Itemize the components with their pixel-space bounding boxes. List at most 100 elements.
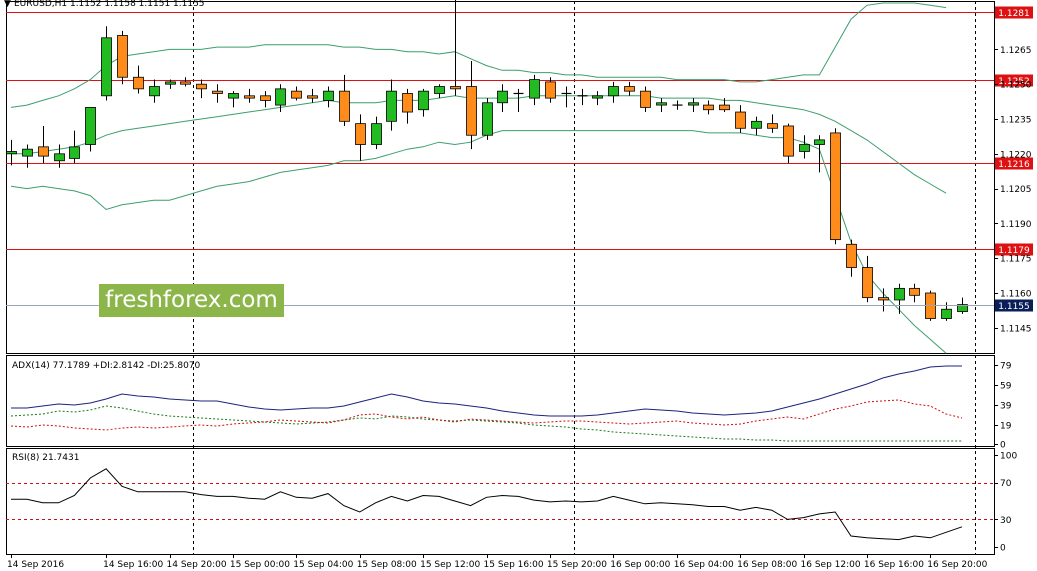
candle-body-bull: [85, 107, 96, 145]
price-tick-label: 1.1145: [1000, 324, 1032, 334]
adx-tick-label: 79: [1000, 362, 1012, 372]
candle: [482, 98, 493, 140]
rsi-tick-label: 70: [1000, 479, 1012, 489]
candle-body-bear: [862, 267, 873, 299]
candle: [862, 255, 873, 303]
candle: [719, 98, 730, 113]
candle: [830, 128, 841, 245]
level-price-box: [995, 243, 1033, 256]
candle-body-bear: [196, 83, 207, 90]
candle: [466, 61, 477, 150]
candle: [656, 98, 667, 113]
candle-body-bear: [909, 287, 920, 296]
candle-body-bear: [212, 90, 223, 94]
level-price-label: 1.1281: [998, 9, 1030, 19]
candle-body-bull: [529, 79, 540, 99]
candle: [117, 30, 128, 85]
time-axis-label: 16 Sep 20:00: [927, 560, 987, 570]
bollinger-lower-line: [10, 130, 947, 354]
level-price-label: 1.1179: [998, 246, 1030, 256]
candle: [228, 91, 239, 108]
rsi-series-line: [11, 468, 963, 541]
time-axis-label: 16 Sep 16:00: [864, 560, 924, 570]
candle: [54, 144, 65, 168]
candle-body-bull: [608, 86, 619, 97]
candle-body-bull: [165, 81, 176, 85]
candle-body-bear: [260, 95, 271, 101]
adx-panel-frame: [6, 355, 995, 447]
adx-tick-label: 0: [1000, 441, 1006, 451]
candle: [561, 86, 572, 108]
candle: [22, 144, 33, 168]
candle: [688, 98, 699, 113]
candle-body-bull: [418, 90, 429, 111]
candle: [323, 86, 334, 108]
candle-body-bear: [180, 81, 191, 85]
candle: [434, 84, 445, 99]
candle-body-bear: [735, 111, 746, 129]
adx-tick-label: 59: [1000, 382, 1012, 392]
candle: [878, 288, 889, 312]
candle: [101, 26, 112, 101]
candle: [608, 81, 619, 103]
candle-body-bull: [386, 90, 397, 122]
time-axis-label: 14 Sep 20:00: [167, 560, 227, 570]
candle: [418, 88, 429, 117]
candle-body-bull: [592, 95, 603, 99]
candle: [735, 105, 746, 133]
candle-body-bear: [783, 125, 794, 157]
candle: [212, 84, 223, 103]
candle-body-bear: [878, 297, 889, 301]
candle: [149, 79, 160, 103]
candle-body-bull: [894, 287, 905, 301]
candle-body-bear: [244, 95, 255, 99]
candle: [196, 79, 207, 99]
header-arrow-icon: ▼: [4, 0, 11, 9]
candle-body-bear: [846, 243, 857, 268]
candle-body-bear: [703, 104, 714, 111]
adx-tick-label: 19: [1000, 422, 1012, 432]
candle: [6, 139, 17, 166]
candle: [260, 91, 271, 108]
time-axis-label: 16 Sep 08:00: [737, 560, 797, 570]
candle: [355, 114, 366, 161]
candle: [497, 84, 508, 113]
watermark-logo: freshforex.com: [99, 284, 284, 317]
candle: [545, 77, 556, 103]
candle-body-bear: [402, 93, 413, 113]
candle-body-bear: [307, 95, 318, 99]
candle: [751, 116, 762, 136]
candle-body-bull: [957, 304, 968, 312]
candle-body-bear: [830, 132, 841, 241]
candle: [386, 79, 397, 131]
candle: [703, 100, 714, 115]
candle-body-bull: [275, 88, 286, 106]
candle-body-bull: [22, 148, 33, 157]
adx-series-di: [10, 405, 962, 442]
time-axis-label: 16 Sep 04:00: [674, 560, 734, 570]
candle: [450, 0, 461, 96]
candle: [799, 135, 810, 159]
candle-body-bull: [101, 37, 112, 97]
candle: [69, 130, 80, 164]
rsi-header-title: RSI(8) 21.7431: [12, 453, 79, 463]
candle-body-bull: [799, 144, 810, 152]
candle: [592, 91, 603, 106]
candle: [165, 79, 176, 89]
candle: [402, 88, 413, 124]
time-axis-label: 15 Sep 16:00: [484, 560, 544, 570]
candle-body-bull: [149, 86, 160, 97]
candle: [371, 116, 382, 150]
candle: [624, 81, 635, 96]
candle-body-bull: [54, 153, 65, 162]
candle-body-bull: [6, 151, 17, 155]
candle: [307, 88, 318, 103]
candle: [672, 100, 683, 110]
candle-body-bear: [450, 86, 461, 90]
candle: [38, 125, 49, 164]
candle-body-bull: [323, 90, 334, 101]
candle: [814, 135, 825, 173]
level-price-box: [995, 6, 1033, 19]
candle: [577, 88, 588, 106]
